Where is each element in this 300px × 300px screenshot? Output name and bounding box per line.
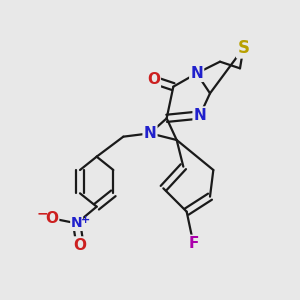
Text: N: N xyxy=(71,216,82,230)
Text: O: O xyxy=(74,238,86,253)
Text: N: N xyxy=(190,66,203,81)
Text: N: N xyxy=(144,126,156,141)
Text: N: N xyxy=(194,107,206,122)
Text: +: + xyxy=(80,215,90,225)
Text: O: O xyxy=(45,211,58,226)
Text: −: − xyxy=(37,207,49,221)
Text: S: S xyxy=(237,39,249,57)
Text: F: F xyxy=(188,236,199,251)
Text: O: O xyxy=(147,73,160,88)
